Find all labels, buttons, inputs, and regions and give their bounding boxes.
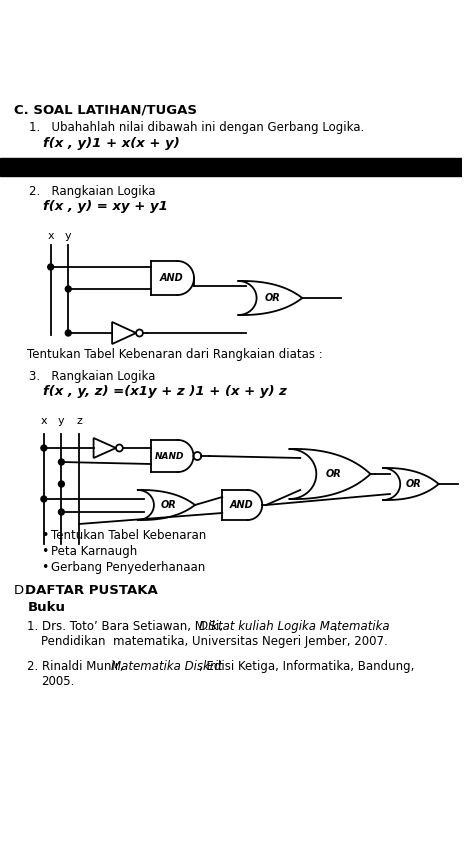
Circle shape [65,286,71,292]
Text: AND: AND [159,273,183,283]
Text: ,: , [333,620,337,633]
Text: x: x [41,416,47,426]
Circle shape [58,459,64,465]
Circle shape [65,330,71,336]
Text: C. SOAL LATIHAN/TUGAS: C. SOAL LATIHAN/TUGAS [14,103,197,116]
Circle shape [48,264,54,270]
Text: Diktat kuliah Logika Matematika: Diktat kuliah Logika Matematika [199,620,390,633]
Text: f(x , y) = xy + y1: f(x , y) = xy + y1 [43,200,168,213]
Text: DAFTAR PUSTAKA: DAFTAR PUSTAKA [25,584,158,597]
Text: Pendidikan  matematika, Universitas Negeri Jember, 2007.: Pendidikan matematika, Universitas Neger… [41,635,388,648]
Text: 1. Drs. Toto’ Bara Setiawan, M.Si,: 1. Drs. Toto’ Bara Setiawan, M.Si, [27,620,227,633]
Text: 2005.: 2005. [41,675,74,688]
Text: y: y [58,416,65,426]
Text: OR: OR [405,479,421,489]
Text: Gerbang Penyederhanaan: Gerbang Penyederhanaan [51,561,205,574]
Text: y: y [65,231,72,241]
Text: , Edisi Ketiga, Informatika, Bandung,: , Edisi Ketiga, Informatika, Bandung, [199,660,414,673]
Text: 2. Rinaldi Munir,: 2. Rinaldi Munir, [27,660,128,673]
Text: Tentukan Tabel Kebenaran: Tentukan Tabel Kebenaran [51,529,206,542]
Text: •: • [41,561,48,574]
Text: OR: OR [265,293,281,303]
Text: x: x [47,231,54,241]
Text: f(x , y)1 + x(x + y): f(x , y)1 + x(x + y) [43,137,180,150]
Text: OR: OR [161,500,176,510]
Text: OR: OR [326,469,342,479]
Text: D.: D. [14,584,32,597]
Text: 2.   Rangkaian Logika: 2. Rangkaian Logika [29,185,156,198]
Circle shape [58,509,64,515]
Circle shape [41,445,47,451]
Text: Tentukan Tabel Kebenaran dari Rangkaian diatas :: Tentukan Tabel Kebenaran dari Rangkaian … [27,348,323,361]
Text: Peta Karnaugh: Peta Karnaugh [51,545,137,558]
Text: Matematika Diskrit: Matematika Diskrit [111,660,223,673]
Text: NAND: NAND [155,451,184,461]
Text: 3.   Rangkaian Logika: 3. Rangkaian Logika [29,370,155,383]
Text: •: • [41,529,48,542]
Text: f(x , y, z) =(x1y + z )1 + (x + y) z: f(x , y, z) =(x1y + z )1 + (x + y) z [43,385,287,398]
Bar [0,158,462,176]
Circle shape [41,496,47,502]
Text: Buku: Buku [27,601,65,614]
Text: AND: AND [229,500,254,510]
Text: z: z [76,416,82,426]
Text: •: • [41,545,48,558]
Circle shape [58,481,64,487]
Text: 1.   Ubahahlah nilai dibawah ini dengan Gerbang Logika.: 1. Ubahahlah nilai dibawah ini dengan Ge… [29,121,365,134]
